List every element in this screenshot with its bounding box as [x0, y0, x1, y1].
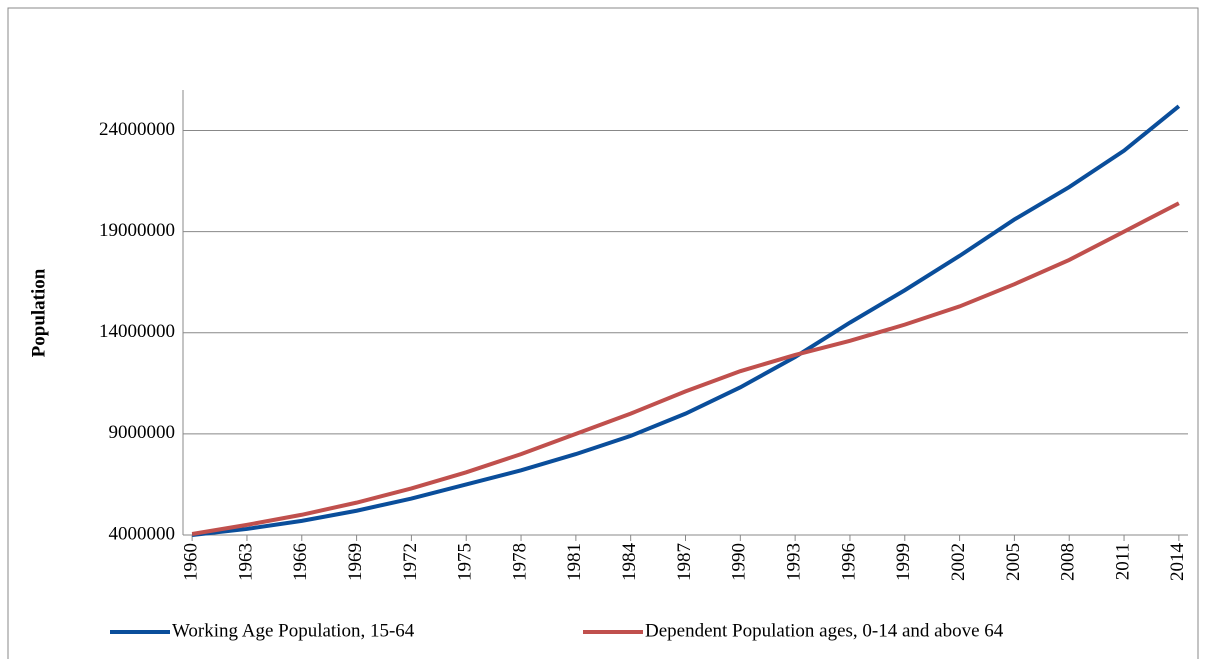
legend-label: Dependent Population ages, 0-14 and abov… [645, 620, 1004, 641]
x-tick-label: 1960 [180, 543, 201, 581]
x-tick-label: 1990 [729, 543, 750, 581]
x-tick-label: 1966 [290, 543, 311, 581]
x-tick-label: 1993 [783, 543, 804, 581]
line [191, 104, 1181, 537]
x-tick-label: 1987 [674, 543, 695, 581]
x-tick-label: 1999 [893, 543, 914, 581]
y-tick-label: 24000000 [99, 119, 175, 140]
y-tick-label: 14000000 [99, 321, 175, 342]
x-tick-label: 1996 [838, 543, 859, 581]
x-tick-label: 1963 [235, 543, 256, 581]
x-tick-label: 2005 [1003, 543, 1024, 581]
x-tick-label: 1978 [509, 543, 530, 581]
x-tick-label: 1981 [564, 543, 585, 581]
x-tick-label: 1984 [619, 543, 640, 582]
y-tick-label: 4000000 [109, 523, 176, 544]
x-tick-label: 1969 [345, 543, 366, 581]
x-tick-label: 2008 [1058, 543, 1079, 581]
y-tick-label: 9000000 [109, 422, 176, 443]
chart-frame [7, 7, 1199, 659]
y-tick-label: 19000000 [99, 220, 175, 241]
legend-label: Working Age Population, 15-64 [172, 620, 415, 641]
x-tick-label: 2002 [948, 543, 969, 581]
x-tick-label: 1975 [455, 543, 476, 581]
x-tick-label: 2011 [1112, 543, 1133, 580]
x-tick-label: 2014 [1167, 543, 1188, 582]
y-axis-title: Population [28, 268, 49, 357]
line [191, 201, 1180, 536]
x-tick-label: 1972 [400, 543, 421, 581]
